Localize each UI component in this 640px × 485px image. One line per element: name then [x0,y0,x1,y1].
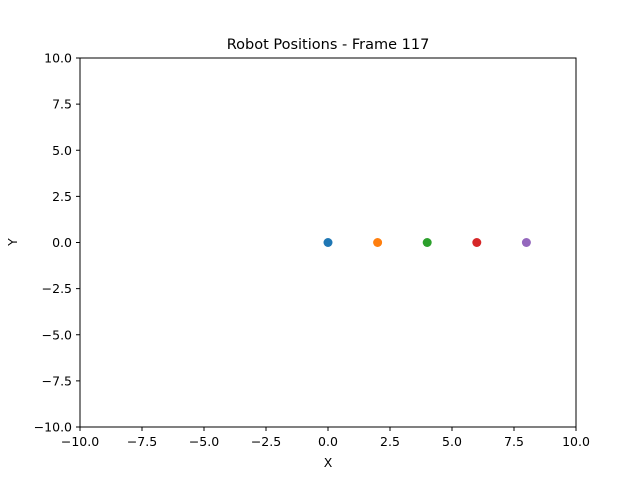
x-tick-label: −2.5 [251,434,281,449]
data-point-5 [521,238,531,247]
data-point-1 [323,238,333,247]
x-tick-label: 7.5 [504,434,524,449]
y-tick-label: 5.0 [52,143,72,158]
x-tick-label: 0.0 [318,434,338,449]
y-tick-label: 10.0 [44,51,72,66]
y-tick-label: 2.5 [52,189,72,204]
y-tick-label: −5.0 [42,327,72,342]
axes: −10.0 −7.5 −5.0 −2.5 0.0 2.5 5.0 7.5 10.0 −10.0 −7… [34,51,590,450]
chart-title: Robot Positions - Frame 117 [227,37,430,53]
y-tick-label: 7.5 [52,97,72,112]
x-tick-label: 10.0 [562,434,590,449]
data-point-4 [472,238,482,247]
x-axis-label: X [324,455,333,470]
data-point-3 [422,238,432,247]
y-tick-label: −2.5 [42,281,72,296]
y-tick-label: −7.5 [42,373,72,388]
x-tick-label: −5.0 [189,434,219,449]
x-tick-label: 2.5 [380,434,400,449]
plot-frame [79,57,577,428]
y-tick-label: 0.0 [52,235,72,250]
x-tick-label: −10.0 [61,434,99,449]
x-tick-label: −7.5 [127,434,157,449]
y-axis-label: Y [5,238,20,247]
data-points [323,238,531,247]
y-tick-label: −10.0 [34,420,72,435]
data-point-2 [373,238,383,247]
x-tick-label: 5.0 [442,434,462,449]
